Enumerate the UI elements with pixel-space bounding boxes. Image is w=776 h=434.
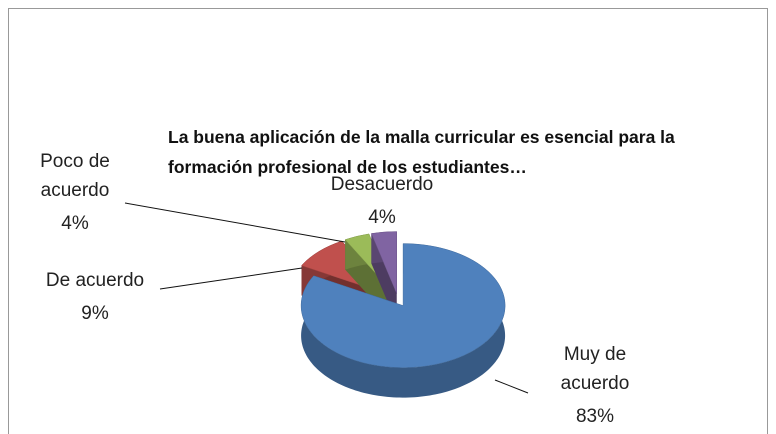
leader-line (494, 379, 529, 394)
data-label: 4% (61, 213, 89, 234)
leader-line (124, 202, 346, 243)
category-label: Muy de acuerdo (561, 344, 630, 394)
data-label: 9% (81, 303, 109, 324)
leader-line (159, 267, 303, 290)
data-label: 83% (576, 406, 614, 427)
data-label: 4% (368, 207, 396, 228)
pie-slice (371, 231, 397, 294)
category-label: Poco de acuerdo (40, 151, 110, 201)
pie-slice (300, 243, 506, 368)
category-label: De acuerdo (46, 270, 144, 291)
chart-title: La buena aplicación de la malla curricul… (168, 127, 675, 177)
category-label: Desacuerdo (331, 174, 433, 195)
